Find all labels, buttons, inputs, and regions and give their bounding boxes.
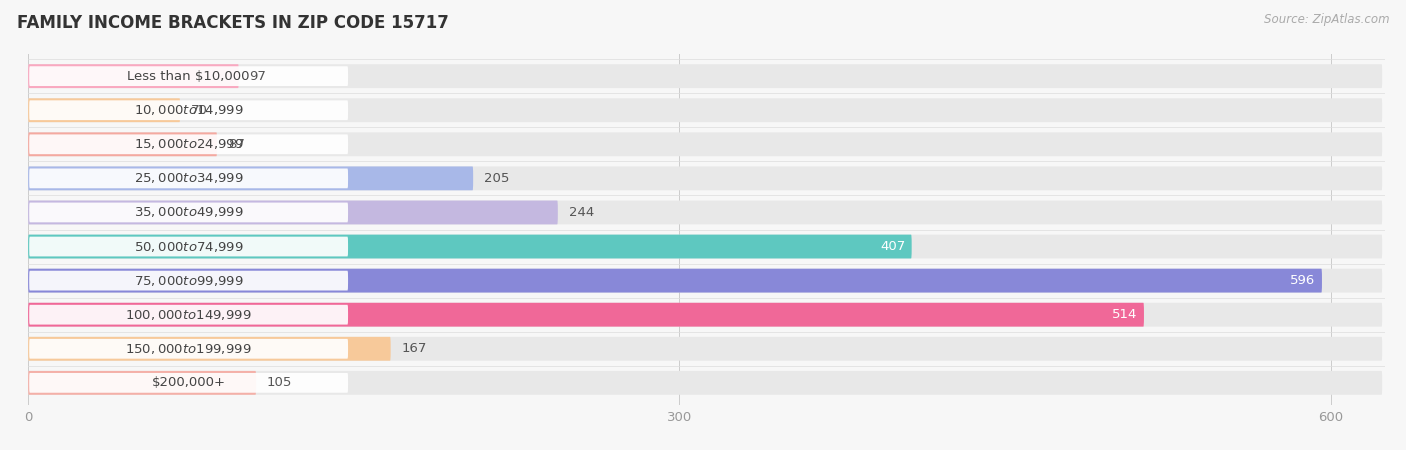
Text: $50,000 to $74,999: $50,000 to $74,999 [134, 239, 243, 253]
Text: 514: 514 [1112, 308, 1137, 321]
Text: $75,000 to $99,999: $75,000 to $99,999 [134, 274, 243, 288]
FancyBboxPatch shape [28, 303, 1382, 327]
Text: 87: 87 [228, 138, 245, 151]
FancyBboxPatch shape [28, 269, 1322, 292]
Text: Less than $10,000: Less than $10,000 [128, 70, 250, 83]
FancyBboxPatch shape [28, 201, 558, 225]
Text: 70: 70 [191, 104, 208, 117]
FancyBboxPatch shape [28, 64, 239, 88]
Text: 105: 105 [267, 376, 292, 389]
Text: $35,000 to $49,999: $35,000 to $49,999 [134, 206, 243, 220]
FancyBboxPatch shape [28, 64, 1382, 88]
Text: 205: 205 [484, 172, 509, 185]
FancyBboxPatch shape [28, 98, 180, 122]
Text: 244: 244 [568, 206, 593, 219]
Text: $200,000+: $200,000+ [152, 376, 225, 389]
FancyBboxPatch shape [30, 305, 349, 324]
FancyBboxPatch shape [28, 132, 217, 156]
FancyBboxPatch shape [30, 237, 349, 256]
FancyBboxPatch shape [28, 337, 391, 361]
FancyBboxPatch shape [28, 371, 1382, 395]
Text: 97: 97 [249, 70, 266, 83]
Text: 407: 407 [880, 240, 905, 253]
Text: $100,000 to $149,999: $100,000 to $149,999 [125, 308, 252, 322]
FancyBboxPatch shape [28, 234, 911, 258]
FancyBboxPatch shape [28, 337, 1382, 361]
Text: FAMILY INCOME BRACKETS IN ZIP CODE 15717: FAMILY INCOME BRACKETS IN ZIP CODE 15717 [17, 14, 449, 32]
FancyBboxPatch shape [28, 166, 1382, 190]
FancyBboxPatch shape [30, 271, 349, 291]
FancyBboxPatch shape [28, 166, 474, 190]
Text: Source: ZipAtlas.com: Source: ZipAtlas.com [1264, 14, 1389, 27]
Text: 596: 596 [1291, 274, 1316, 287]
Text: $15,000 to $24,999: $15,000 to $24,999 [134, 137, 243, 151]
FancyBboxPatch shape [28, 201, 1382, 225]
Text: $25,000 to $34,999: $25,000 to $34,999 [134, 171, 243, 185]
FancyBboxPatch shape [30, 168, 349, 188]
FancyBboxPatch shape [28, 98, 1382, 122]
FancyBboxPatch shape [28, 371, 256, 395]
Text: 167: 167 [402, 342, 427, 355]
FancyBboxPatch shape [28, 303, 1144, 327]
FancyBboxPatch shape [30, 202, 349, 222]
FancyBboxPatch shape [30, 100, 349, 120]
FancyBboxPatch shape [30, 373, 349, 393]
FancyBboxPatch shape [30, 135, 349, 154]
Text: $10,000 to $14,999: $10,000 to $14,999 [134, 103, 243, 117]
FancyBboxPatch shape [28, 132, 1382, 156]
FancyBboxPatch shape [30, 339, 349, 359]
Text: $150,000 to $199,999: $150,000 to $199,999 [125, 342, 252, 356]
FancyBboxPatch shape [28, 234, 1382, 258]
FancyBboxPatch shape [30, 66, 349, 86]
FancyBboxPatch shape [28, 269, 1382, 292]
